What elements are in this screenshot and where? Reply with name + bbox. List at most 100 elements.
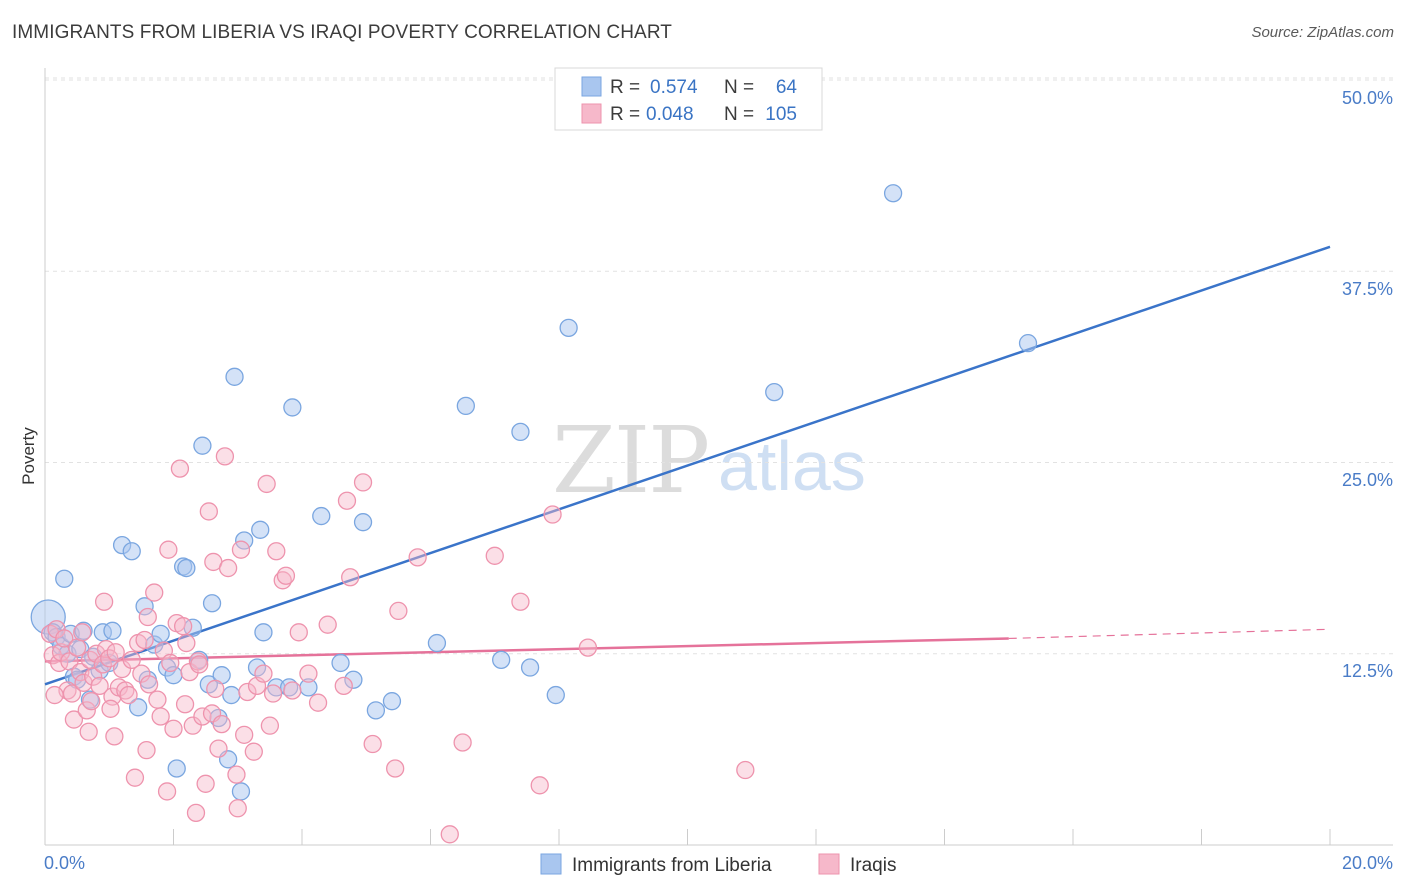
data-point-liberia xyxy=(231,782,251,801)
y-tick-label: 12.5% xyxy=(1342,661,1393,681)
data-point-iraqis xyxy=(60,652,79,671)
watermark-atlas: atlas xyxy=(718,427,866,505)
data-point-iraqis xyxy=(578,638,598,657)
data-point-iraqis xyxy=(148,690,167,709)
data-point-iraqis xyxy=(389,601,408,621)
data-point-liberia xyxy=(883,184,903,203)
data-point-iraqis xyxy=(112,659,132,679)
data-point-liberia xyxy=(55,569,74,588)
data-point-iraqis xyxy=(190,655,209,674)
bottom-legend-label-iraqis: Iraqis xyxy=(850,855,896,876)
data-point-iraqis xyxy=(257,474,276,494)
data-point-iraqis xyxy=(45,685,64,705)
data-point-iraqis xyxy=(289,623,308,642)
data-point-iraqis xyxy=(440,825,459,844)
data-point-liberia xyxy=(559,318,578,338)
data-point-iraqis xyxy=(175,695,195,714)
data-point-liberia xyxy=(511,422,530,442)
data-point-liberia xyxy=(1018,334,1038,353)
data-point-iraqis xyxy=(235,725,254,744)
data-point-iraqis xyxy=(299,664,318,683)
data-point-liberia xyxy=(251,520,270,539)
data-point-iraqis xyxy=(173,617,193,636)
data-point-liberia xyxy=(135,597,154,616)
legend-n-label: N = xyxy=(724,77,754,98)
data-point-iraqis xyxy=(386,759,405,778)
data-point-iraqis xyxy=(453,733,472,752)
data-point-iraqis xyxy=(47,620,66,639)
data-point-iraqis xyxy=(212,714,231,734)
legend-n-value: 64 xyxy=(776,77,798,98)
data-point-iraqis xyxy=(485,546,504,565)
data-point-liberia xyxy=(344,670,363,689)
data-point-iraqis xyxy=(106,643,125,662)
trend-lines xyxy=(44,245,1331,686)
data-point-liberia xyxy=(177,558,196,578)
data-point-iraqis xyxy=(157,782,177,801)
data-point-iraqis xyxy=(183,716,202,735)
data-point-iraqis xyxy=(125,768,145,787)
grid xyxy=(45,77,1393,655)
data-point-iraqis xyxy=(353,473,373,492)
data-point-iraqis xyxy=(341,568,360,587)
data-point-iraqis xyxy=(164,719,183,738)
data-point-iraqis xyxy=(276,566,296,585)
legend-n-value: 105 xyxy=(765,104,797,125)
data-point-iraqis xyxy=(101,699,120,718)
data-point-iraqis xyxy=(408,548,427,567)
bottom-legend: Immigrants from Liberia Iraqis xyxy=(540,853,896,876)
data-point-iraqis xyxy=(227,765,246,784)
data-point-iraqis xyxy=(119,685,138,705)
x-tick-label: 0.0% xyxy=(44,853,85,873)
data-point-iraqis xyxy=(337,491,357,510)
data-point-iraqis xyxy=(238,682,257,702)
y-tick-label: 50.0% xyxy=(1342,88,1393,108)
data-point-iraqis xyxy=(94,592,114,611)
data-point-iraqis xyxy=(318,615,337,634)
data-point-iraqis xyxy=(530,776,549,795)
data-point-iraqis xyxy=(267,542,286,561)
data-point-iraqis xyxy=(79,722,98,741)
data-point-iraqis xyxy=(159,540,178,559)
data-point-liberia xyxy=(492,650,511,670)
data-point-iraqis xyxy=(363,734,382,754)
data-point-liberia xyxy=(222,685,241,705)
source-credit: Source: ZipAtlas.com xyxy=(1251,24,1394,41)
data-point-iraqis xyxy=(218,558,238,578)
data-point-iraqis xyxy=(215,447,235,466)
data-point-iraqis xyxy=(138,607,157,627)
data-point-liberia xyxy=(283,398,302,417)
data-point-liberia xyxy=(366,701,386,720)
data-point-iraqis xyxy=(206,679,225,699)
legend-r-value: 0.574 xyxy=(650,77,698,98)
data-point-iraqis xyxy=(334,676,353,696)
data-point-iraqis xyxy=(67,638,87,657)
x-tick-label: 20.0% xyxy=(1342,853,1393,873)
data-point-iraqis xyxy=(244,742,263,761)
data-point-iraqis xyxy=(209,739,228,758)
data-point-liberia xyxy=(151,624,170,644)
legend-r-label: R = xyxy=(610,77,640,98)
data-point-liberia xyxy=(353,513,373,532)
chart-title: IMMIGRANTS FROM LIBERIA VS IRAQI POVERTY… xyxy=(12,22,673,43)
data-point-liberia xyxy=(331,653,350,673)
data-point-iraqis xyxy=(90,676,109,696)
data-point-liberia xyxy=(167,759,186,778)
legend-swatch-iraqis xyxy=(581,103,602,124)
data-point-iraqis xyxy=(308,693,328,712)
data-point-liberia xyxy=(193,436,212,455)
y-tick-label: 25.0% xyxy=(1342,470,1393,490)
data-point-liberia xyxy=(254,623,273,642)
data-point-liberia xyxy=(427,633,447,653)
data-point-iraqis xyxy=(64,710,84,729)
y-axis-label: Poverty xyxy=(19,427,38,485)
legend-r-value: 0.048 xyxy=(646,104,694,125)
legend-box: R = 0.574 N = 64 R = 0.048 N = 105 xyxy=(554,67,823,131)
data-point-iraqis xyxy=(736,760,755,780)
data-point-iraqis xyxy=(543,505,562,524)
data-point-iraqis xyxy=(511,592,530,611)
axes xyxy=(44,68,1393,846)
data-point-liberia xyxy=(456,396,475,416)
legend-r-label: R = xyxy=(610,104,640,125)
